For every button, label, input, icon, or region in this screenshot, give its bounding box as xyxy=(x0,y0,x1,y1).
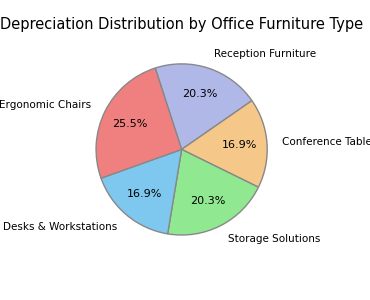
Text: Reception Furniture: Reception Furniture xyxy=(214,49,316,59)
Text: 20.3%: 20.3% xyxy=(182,89,218,99)
Wedge shape xyxy=(101,149,182,234)
Text: Ergonomic Chairs: Ergonomic Chairs xyxy=(0,100,91,110)
Wedge shape xyxy=(182,100,267,187)
Title: Depreciation Distribution by Office Furniture Type: Depreciation Distribution by Office Furn… xyxy=(0,16,363,32)
Text: Desks & Workstations: Desks & Workstations xyxy=(3,222,117,232)
Text: 25.5%: 25.5% xyxy=(112,119,147,129)
Wedge shape xyxy=(155,64,252,149)
Wedge shape xyxy=(96,68,182,178)
Text: Storage Solutions: Storage Solutions xyxy=(228,234,320,244)
Text: 16.9%: 16.9% xyxy=(127,189,162,199)
Wedge shape xyxy=(168,149,258,235)
Text: Conference Tables: Conference Tables xyxy=(282,137,370,147)
Text: 20.3%: 20.3% xyxy=(191,196,226,206)
Text: 16.9%: 16.9% xyxy=(222,140,258,150)
